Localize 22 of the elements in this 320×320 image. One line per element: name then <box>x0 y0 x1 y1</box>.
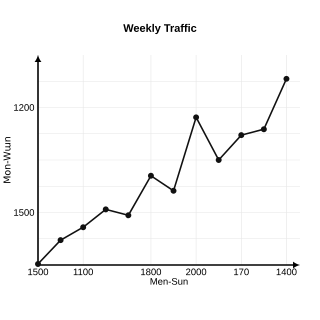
x-tick-label: 1400 <box>276 268 297 276</box>
point <box>58 237 64 244</box>
point <box>102 206 109 212</box>
x-axis-title: Men-Sun <box>150 278 188 285</box>
point <box>283 76 290 82</box>
point <box>80 224 86 230</box>
y-axis-title: Mon-Wɯn <box>4 137 11 183</box>
point <box>238 132 244 138</box>
point <box>148 172 154 179</box>
point <box>193 114 200 120</box>
point <box>170 188 177 194</box>
x-tick-label: 2000 <box>186 268 206 276</box>
x-tick-label: 1100 <box>74 268 93 276</box>
point <box>125 212 132 218</box>
y-tick-label: 1200 <box>14 104 34 111</box>
point <box>260 126 267 132</box>
x-tick-label: 170 <box>234 268 249 276</box>
x-tick-label: 1800 <box>141 268 162 276</box>
x-tick-label: 1500 <box>28 268 48 276</box>
point <box>35 260 41 267</box>
point <box>216 157 222 163</box>
chart-title: Weekly Traffic <box>123 24 196 34</box>
